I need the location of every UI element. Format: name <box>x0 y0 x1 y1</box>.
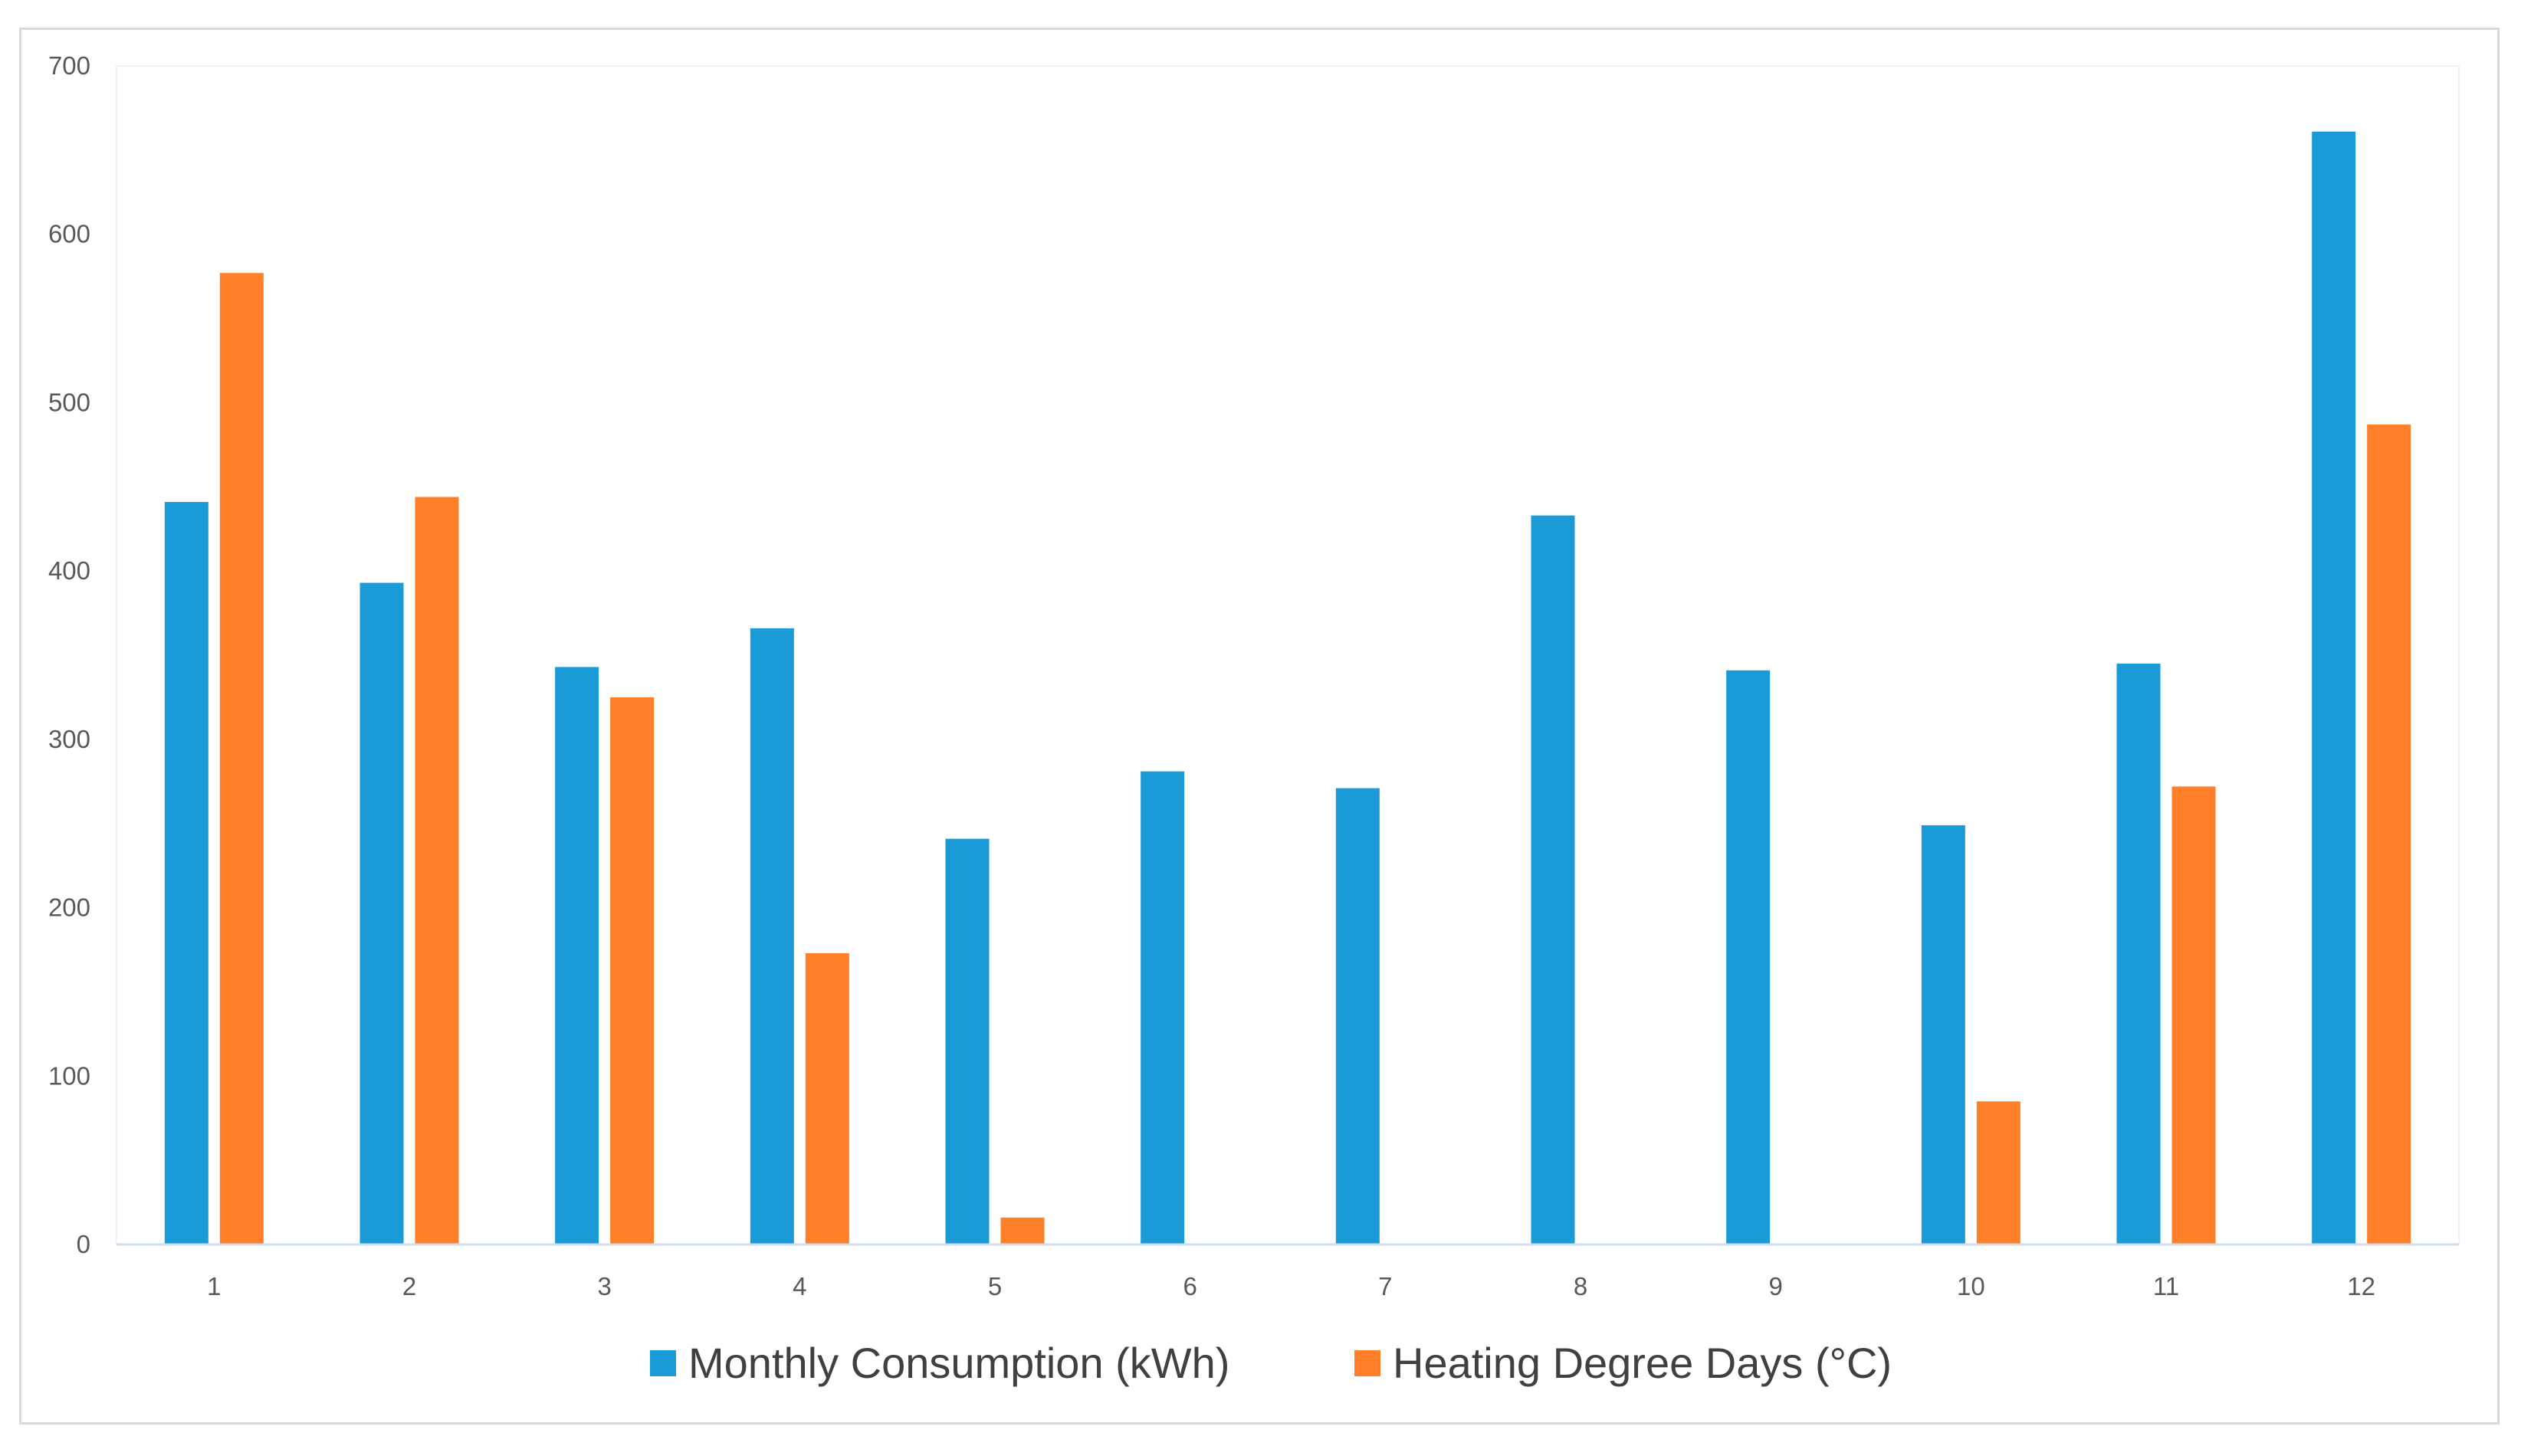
plot-area <box>116 65 2460 1245</box>
x-tick-label: 1 <box>207 1272 221 1300</box>
bar-monthly-consumption-12[interactable] <box>2312 131 2356 1244</box>
y-tick-label: 0 <box>77 1230 90 1258</box>
bar-monthly-consumption-4[interactable] <box>750 628 794 1244</box>
legend-swatch-heating-degree-days <box>1354 1350 1380 1376</box>
x-tick-label: 6 <box>1183 1272 1196 1300</box>
bar-heating-degree-days-10[interactable] <box>1976 1101 2020 1244</box>
x-tick-label: 9 <box>1768 1272 1782 1300</box>
bar-monthly-consumption-7[interactable] <box>1335 788 1380 1244</box>
legend-label-monthly-consumption: Monthly Consumption (kWh) <box>688 1339 1229 1387</box>
bar-monthly-consumption-8[interactable] <box>1531 515 1575 1244</box>
x-tick-label: 12 <box>2347 1272 2375 1300</box>
bar-monthly-consumption-3[interactable] <box>555 667 599 1244</box>
legend-label-heating-degree-days: Heating Degree Days (°C) <box>1393 1339 1892 1387</box>
x-tick-label: 3 <box>597 1272 611 1300</box>
bar-group <box>164 131 2411 1245</box>
y-tick-label: 700 <box>48 51 90 80</box>
x-tick-label: 4 <box>793 1272 806 1300</box>
bar-heating-degree-days-4[interactable] <box>805 953 849 1244</box>
bar-monthly-consumption-11[interactable] <box>2116 663 2161 1244</box>
bar-heating-degree-days-12[interactable] <box>2367 424 2411 1244</box>
y-tick-label: 100 <box>48 1061 90 1090</box>
bar-heating-degree-days-5[interactable] <box>1000 1217 1045 1244</box>
y-tick-label: 500 <box>48 388 90 416</box>
bar-heating-degree-days-3[interactable] <box>610 697 655 1244</box>
legend-swatch-monthly-consumption <box>650 1350 676 1376</box>
y-tick-label: 300 <box>48 725 90 753</box>
y-tick-label: 600 <box>48 220 90 248</box>
bar-monthly-consumption-5[interactable] <box>945 838 990 1244</box>
x-tick-label: 10 <box>1957 1272 1985 1300</box>
y-tick-label: 200 <box>48 894 90 922</box>
x-tick-label: 2 <box>402 1272 416 1300</box>
bar-monthly-consumption-2[interactable] <box>359 582 404 1244</box>
bar-heating-degree-days-2[interactable] <box>415 497 459 1244</box>
bar-heating-degree-days-11[interactable] <box>2171 786 2216 1244</box>
legend[interactable]: Monthly Consumption (kWh) Heating Degree… <box>650 1339 1892 1387</box>
bar-monthly-consumption-9[interactable] <box>1726 670 1771 1244</box>
y-axis-tick-labels: 0 100 200 300 400 500 600 700 <box>48 51 90 1258</box>
bar-monthly-consumption-10[interactable] <box>1921 825 1965 1244</box>
bar-monthly-consumption-6[interactable] <box>1141 771 1185 1244</box>
x-tick-label: 8 <box>1574 1272 1587 1300</box>
y-tick-label: 400 <box>48 556 90 585</box>
x-axis-tick-labels: 1 2 3 4 5 6 7 8 9 10 11 12 <box>207 1272 2375 1300</box>
x-tick-label: 11 <box>2153 1272 2179 1300</box>
bar-heating-degree-days-1[interactable] <box>219 273 264 1245</box>
x-tick-label: 5 <box>988 1272 1002 1300</box>
bar-monthly-consumption-1[interactable] <box>164 502 208 1244</box>
x-tick-label: 7 <box>1378 1272 1392 1300</box>
